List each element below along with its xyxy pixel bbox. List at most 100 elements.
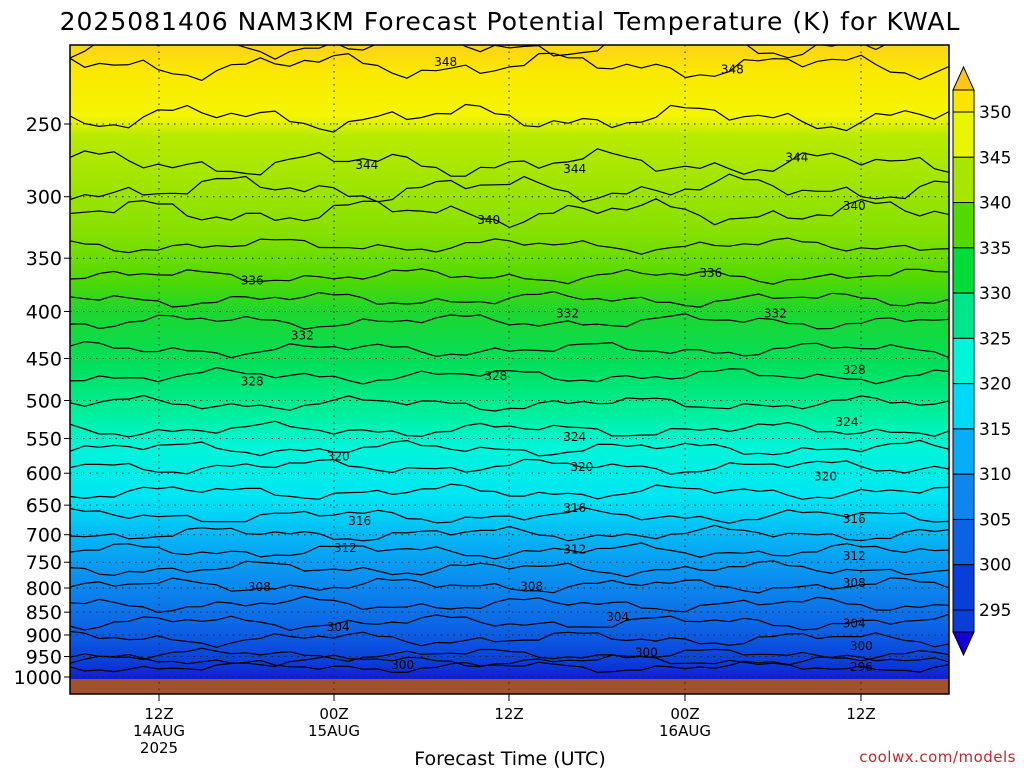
colorbar-swatch bbox=[952, 337, 975, 385]
colorbar-tick-label: 330 bbox=[979, 284, 1011, 304]
contour-label: 316 bbox=[843, 512, 866, 526]
colorbar-swatch bbox=[952, 111, 975, 158]
x-tick-label: 12Z bbox=[494, 705, 523, 723]
contour-label: 300 bbox=[635, 645, 658, 659]
colorbar-tick-label: 340 bbox=[979, 194, 1011, 214]
colorbar-bottom-arrow bbox=[952, 631, 975, 657]
contour-label-text: 312 bbox=[563, 542, 586, 556]
colorbar-swatch bbox=[952, 564, 975, 611]
contour-label-text: 308 bbox=[248, 580, 271, 594]
contour-label-text: 312 bbox=[334, 541, 357, 555]
contour-label: 348 bbox=[434, 55, 457, 69]
contour-label: 332 bbox=[291, 329, 314, 343]
theta-field bbox=[70, 45, 949, 694]
contour-label: 336 bbox=[699, 266, 722, 280]
contour-label-text: 332 bbox=[291, 329, 314, 343]
contour-line bbox=[70, 394, 949, 412]
colorbar-tick-label: 295 bbox=[979, 601, 1011, 621]
contour-label-text: 344 bbox=[785, 151, 808, 165]
contour-label: 320 bbox=[814, 470, 837, 484]
contour-label-text: 332 bbox=[764, 306, 787, 320]
contour-label-text: 304 bbox=[843, 617, 866, 631]
contour-label: 312 bbox=[334, 541, 357, 555]
contour-label: 316 bbox=[348, 514, 371, 528]
contour-label: 308 bbox=[520, 579, 543, 593]
contour-label-text: 328 bbox=[843, 363, 866, 377]
contour-label: 340 bbox=[477, 213, 500, 227]
y-tick-label: 900 bbox=[26, 625, 62, 647]
x-tick-label: 12Z bbox=[144, 705, 173, 723]
contour-label-text: 344 bbox=[355, 158, 378, 172]
contour-label: 324 bbox=[563, 430, 586, 444]
contour-label: 304 bbox=[327, 620, 350, 634]
y-tick-label: 1000 bbox=[14, 667, 62, 689]
contour-line bbox=[70, 506, 949, 524]
contour-line bbox=[70, 420, 949, 438]
contour-line bbox=[70, 45, 887, 60]
y-tick-label: 800 bbox=[26, 578, 62, 600]
credit-text: coolwx.com/models bbox=[859, 748, 1016, 766]
x-tick-label: 00Z bbox=[670, 705, 699, 723]
colorbar-tick-label: 325 bbox=[979, 329, 1011, 349]
plot-area: 348 348 344 344 344 340 340 336 336 332 332 332 328 3… bbox=[69, 44, 950, 695]
contour-line bbox=[70, 439, 949, 457]
contour-label-text: 316 bbox=[348, 514, 371, 528]
colorbar-tick-label: 350 bbox=[979, 103, 1011, 123]
y-tick-label: 950 bbox=[26, 647, 62, 669]
y-tick-label: 350 bbox=[26, 248, 62, 270]
contour-label-text: 304 bbox=[327, 620, 350, 634]
x-tick-date: 16AUG bbox=[659, 722, 711, 740]
contour-label: 320 bbox=[570, 460, 593, 474]
contour-line bbox=[70, 458, 949, 475]
contour-label-text: 316 bbox=[843, 512, 866, 526]
contour-line bbox=[70, 103, 949, 133]
x-axis-label: Forecast Time (UTC) bbox=[414, 748, 605, 768]
contour-label-text: 328 bbox=[241, 375, 264, 389]
contour-label-text: 320 bbox=[814, 470, 837, 484]
contour-label: 320 bbox=[327, 449, 350, 463]
contour-line bbox=[70, 52, 949, 82]
contour-label-text: 344 bbox=[563, 162, 586, 176]
contour-label-text: 348 bbox=[721, 62, 744, 76]
contour-label: 308 bbox=[248, 580, 271, 594]
x-tick-year: 2025 bbox=[140, 739, 178, 757]
colorbar-swatch bbox=[952, 473, 975, 520]
x-tick-date: 15AUG bbox=[308, 722, 360, 740]
contour-labels: 348 348 344 344 344 340 340 336 336 332 332 332 328 3… bbox=[241, 55, 873, 674]
contour-label: 316 bbox=[563, 501, 586, 515]
y-tick-label: 450 bbox=[26, 348, 62, 370]
contour-label: 348 bbox=[721, 62, 744, 76]
contour-label: 324 bbox=[836, 415, 859, 429]
colorbar-swatch bbox=[952, 202, 975, 249]
contour-label: 308 bbox=[843, 576, 866, 590]
contour-label: 312 bbox=[563, 542, 586, 556]
chart-title: 2025081406 NAM3KM Forecast Potential Tem… bbox=[60, 7, 961, 36]
ground-strip bbox=[70, 679, 949, 694]
contour-line bbox=[70, 173, 949, 203]
y-tick-label: 500 bbox=[26, 391, 62, 413]
colorbar-swatch bbox=[952, 609, 975, 633]
contour-label-text: 332 bbox=[556, 306, 579, 320]
y-tick-label: 650 bbox=[26, 495, 62, 517]
contour-line bbox=[70, 268, 949, 285]
contour-label: 304 bbox=[606, 610, 629, 624]
colorbar-swatch bbox=[952, 518, 975, 566]
y-tick-label: 750 bbox=[26, 552, 62, 574]
colorbar-tick-label: 335 bbox=[979, 239, 1011, 259]
colorbar-swatch bbox=[952, 247, 975, 294]
contour-label-text: 300 bbox=[635, 645, 658, 659]
contour-label-text: 340 bbox=[477, 213, 500, 227]
contour-line bbox=[70, 577, 949, 594]
contour-line bbox=[70, 659, 949, 673]
y-tick-label: 700 bbox=[26, 525, 62, 547]
colorbar-tick-label: 310 bbox=[979, 465, 1011, 485]
contour-label: 300 bbox=[391, 658, 414, 672]
contour-label: 300 bbox=[850, 639, 873, 653]
contour-label: 296 bbox=[850, 660, 873, 674]
contour-label-text: 336 bbox=[699, 266, 722, 280]
colorbar: 295 300 305 310 315 320 325 330 335 340 345 350 bbox=[952, 65, 1011, 657]
contour-line bbox=[70, 630, 949, 648]
contour-label: 336 bbox=[241, 273, 264, 287]
